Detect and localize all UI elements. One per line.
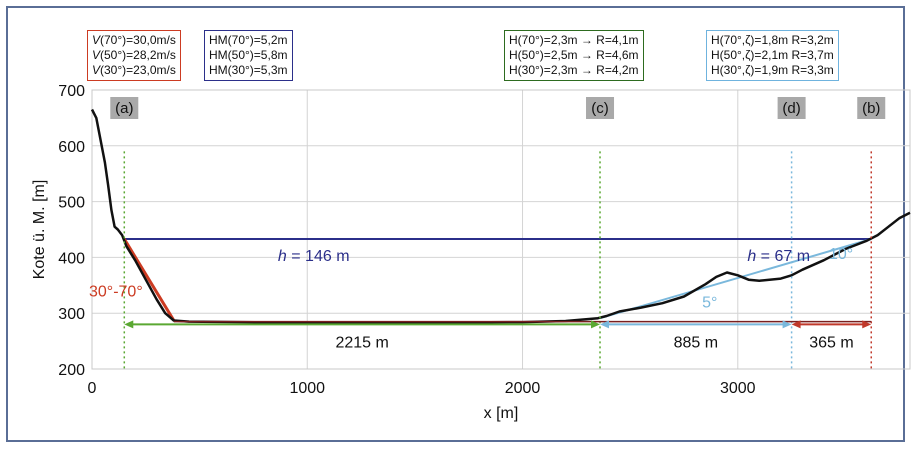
x-tick-label: 3000: [720, 380, 756, 397]
marker-label: (b): [862, 100, 880, 117]
velocity-70: V(70°)=30,0m/s: [92, 33, 176, 47]
x-tick-label: 1000: [289, 380, 325, 397]
h67-label: h = 67 m: [747, 248, 810, 265]
velocity-30: V(30°)=23,0m/s: [92, 63, 176, 77]
angle-10-label: 10°: [829, 246, 853, 263]
y-tick-label: 400: [58, 250, 85, 267]
runup-slope-line: [599, 238, 872, 320]
distance-2215-arrowhead-left: [124, 320, 134, 329]
hm-30: HM(30°)=5,3m: [209, 63, 288, 77]
h-zeta-50: H(50°,ζ)=2,1m R=3,7m: [711, 48, 834, 62]
marker-box: [777, 97, 806, 119]
marker-label: (c): [591, 100, 609, 117]
distance-2215-arrowhead-right: [591, 320, 601, 329]
distance-885-arrowhead-right: [782, 320, 792, 329]
h-zeta-70: H(70°,ζ)=1,8m R=3,2m: [711, 33, 834, 47]
h-runup-70: H(70°)=2,3m → R=4,1m: [509, 33, 639, 47]
y-tick-label: 700: [58, 83, 85, 100]
plot-area: [91, 89, 911, 370]
distance-365-arrowhead-left: [791, 320, 801, 329]
wave-height-hm-legend-box: HM(70°)=5,2m HM(50°)=5,8m HM(30°)=5,3m: [204, 30, 293, 81]
h146-label: h = 146 m: [278, 248, 350, 265]
wave-height-runup-legend-box: H(70°)=2,3m → R=4,1m H(50°)=2,5m → R=4,6…: [504, 30, 644, 81]
marker-label: (a): [115, 100, 133, 117]
velocity-50: V(50°)=28,2m/s: [92, 48, 176, 62]
velocity-legend-box: V(70°)=30,0m/s V(50°)=28,2m/s V(30°)=23,…: [87, 30, 181, 81]
y-tick-label: 300: [58, 306, 85, 323]
h-runup-30: H(30°)=2,3m → R=4,2m: [509, 63, 639, 77]
distance-2215-label: 2215 m: [335, 334, 388, 351]
distance-885-arrowhead-left: [600, 320, 610, 329]
wave-height-zeta-legend-box: H(70°,ζ)=1,8m R=3,2m H(50°,ζ)=2,1m R=3,7…: [706, 30, 839, 81]
terrain-profile-line: [90, 108, 911, 324]
h-zeta-30: H(30°,ζ)=1,9m R=3,3m: [711, 63, 834, 77]
x-tick-label: 0: [88, 380, 97, 397]
distance-365-label: 365 m: [809, 334, 853, 351]
y-tick-label: 500: [58, 195, 85, 212]
x-tick-label: 2000: [505, 380, 541, 397]
marker-label: (d): [782, 100, 800, 117]
y-axis-title: Kote ü. M. [m]: [31, 180, 48, 280]
marker-box: [586, 97, 615, 119]
h-runup-50: H(50°)=2,5m → R=4,6m: [509, 48, 639, 62]
y-tick-label: 200: [58, 362, 85, 379]
x-axis-title: x [m]: [484, 405, 519, 422]
marker-box: [110, 97, 139, 119]
slope-angle-label: 30°-70°: [89, 283, 143, 300]
hm-50: HM(50°)=5,8m: [209, 48, 288, 62]
distance-885-label: 885 m: [674, 334, 718, 351]
marker-box: [857, 97, 886, 119]
hm-70: HM(70°)=5,2m: [209, 33, 288, 47]
slide-slope-line: [123, 238, 176, 322]
y-tick-label: 600: [58, 139, 85, 156]
distance-365-arrowhead-right: [862, 320, 872, 329]
angle-5-label: 5°: [702, 295, 717, 312]
